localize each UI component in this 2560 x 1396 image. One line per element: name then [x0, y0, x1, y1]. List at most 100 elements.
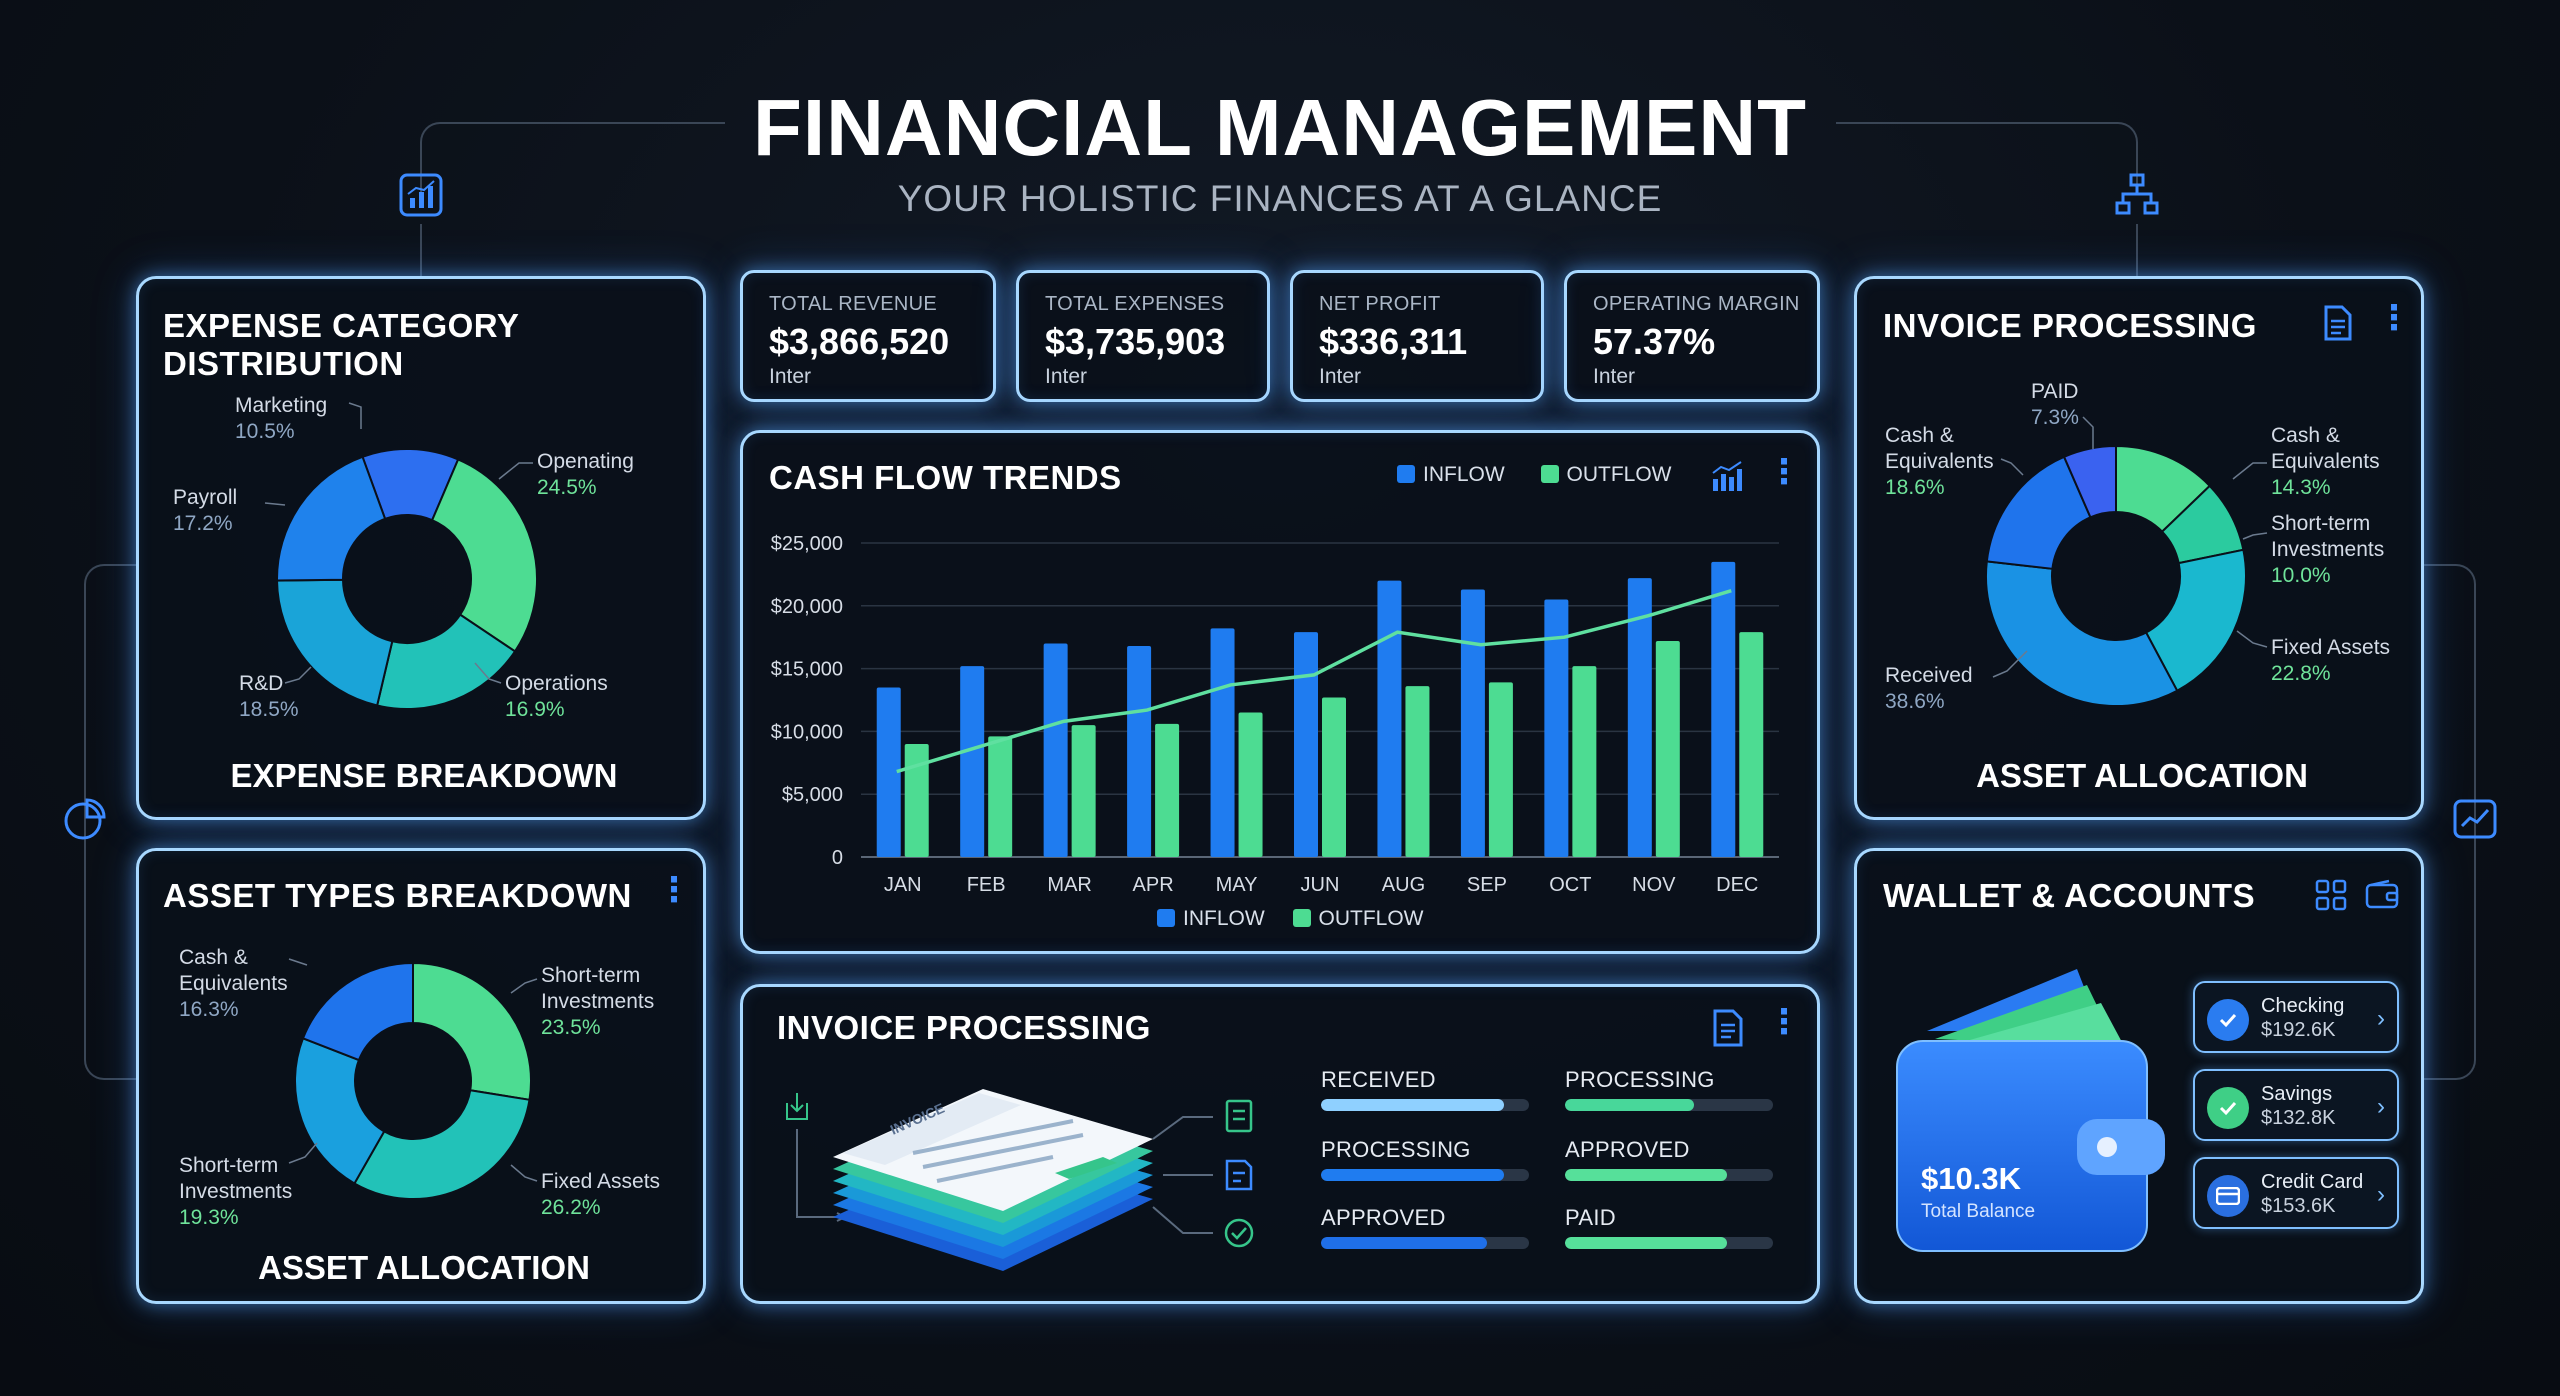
y-tick-label: $10,000 [771, 721, 843, 743]
invoice-label-cash-left: Cash & Equivalents 18.6% [1885, 424, 1994, 499]
check-icon [2207, 1087, 2249, 1129]
status-paid-bar [1565, 1237, 1773, 1249]
status-paid-fill [1565, 1237, 1728, 1249]
status-approved-fill [1565, 1169, 1728, 1181]
kpi-operating-margin: OPERATING MARGIN 57.37% Inter [1564, 270, 1820, 402]
x-tick-label: JAN [884, 874, 922, 896]
credit-card-icon [2207, 1175, 2249, 1217]
x-tick-label: FEB [967, 874, 1006, 896]
chart-type-icon[interactable] [1709, 459, 1745, 495]
bar-chart-icon [398, 172, 444, 218]
status-processing-2-bar [1321, 1169, 1529, 1181]
status-received-fill [1321, 1099, 1505, 1111]
wallet-icon[interactable] [2365, 879, 2399, 911]
pie-chart-icon [62, 796, 108, 842]
x-tick-label: JUN [1301, 874, 1340, 896]
status-received-bar [1321, 1099, 1529, 1111]
y-tick-label: 0 [832, 847, 843, 869]
org-chart-icon [2114, 172, 2160, 218]
bar-outflow-aug [1405, 686, 1430, 857]
legend-outflow-label: OUTFLOW [1566, 463, 1672, 486]
kpi-value: $3,866,520 [769, 321, 950, 362]
kpi-sub: Inter [1045, 365, 1088, 388]
bar-inflow-may [1210, 628, 1235, 857]
x-tick-label: SEP [1467, 874, 1507, 896]
invoice-right-panel: INVOICE PROCESSING ⋮ PAID 7.3% Cash & Equi… [1854, 276, 2424, 820]
cashflow-title: CASH FLOW TRENDS [769, 459, 1122, 496]
bar-inflow-jun [1294, 632, 1318, 857]
grid-icon[interactable] [2315, 879, 2347, 911]
bar-inflow-mar [1043, 643, 1068, 857]
invoice-right-footer: ASSET ALLOCATION [1976, 757, 2308, 794]
kpi-sub: Inter [769, 365, 812, 388]
legend-inflow-swatch [1397, 465, 1415, 483]
invoice-center-menu-icon[interactable]: ⋮ [1767, 1003, 1801, 1041]
kpi-net-profit: NET PROFIT $336,311 Inter [1290, 270, 1544, 402]
expense-donut-slice-3 [275, 578, 394, 707]
legend-inflow-label: INFLOW [1423, 463, 1505, 486]
asset-label-cash: Cash & Equivalents 16.3% [179, 946, 288, 1021]
expense-label-payroll: Payroll 17.2% [173, 486, 238, 535]
cashflow-panel: CASH FLOW TRENDS INFLOW OUTFLOW ⋮ 0 $5,00… [740, 430, 1820, 954]
account-savings[interactable]: Savings $132.8K › [2193, 1069, 2399, 1141]
bar-inflow-nov [1627, 578, 1652, 857]
page-title: FINANCIAL MANAGEMENT [752, 83, 1808, 172]
status-approved-2-bar [1321, 1237, 1529, 1249]
kpi-value: $3,735,903 [1045, 321, 1226, 362]
account-amount: $192.6K [2261, 1019, 2336, 1041]
check-icon [2207, 999, 2249, 1041]
asset-types-panel: ASSET TYPES BREAKDOWN ⋮ Cash & Equivalent… [136, 848, 706, 1304]
status-processing-label: PROCESSING [1565, 1067, 1715, 1092]
asset-label-fixed: Fixed Assets 26.2% [541, 1170, 661, 1219]
wallet-panel: WALLET & ACCOUNTS $10.3K Total Balance C… [1854, 848, 2424, 1304]
x-tick-label: APR [1133, 874, 1174, 896]
connector-top-right [1836, 122, 2138, 194]
status-processing-2-fill [1321, 1169, 1505, 1181]
x-tick-label: MAR [1047, 874, 1091, 896]
document-icon[interactable] [1711, 1009, 1745, 1047]
asset-label-short-term-2: Short-term Investments 19.3% [179, 1154, 293, 1229]
asset-types-donut-slice-3 [301, 961, 414, 1062]
asset-types-donut [294, 961, 532, 1200]
x-tick-label: MAY [1216, 874, 1258, 896]
asset-types-donut-slice-1 [353, 1089, 531, 1200]
kpi-label: OPERATING MARGIN [1593, 293, 1800, 315]
account-credit-card[interactable]: Credit Card $153.6K › [2193, 1157, 2399, 1229]
chevron-right-icon: › [2377, 1181, 2385, 1208]
invoice-stack-illustration: INVOICE [786, 1089, 1254, 1271]
invoice-right-donut [1985, 445, 2247, 707]
account-checking[interactable]: Checking $192.6K › [2193, 981, 2399, 1053]
account-amount: $132.8K [2261, 1107, 2336, 1129]
status-processing-bar [1565, 1099, 1773, 1111]
kpi-sub: Inter [1593, 365, 1636, 388]
bar-inflow-sep [1460, 589, 1485, 857]
expense-leader-lines [264, 402, 533, 684]
invoice-document-icon[interactable] [2323, 305, 2353, 341]
x-tick-label: AUG [1382, 874, 1425, 896]
kpi-value: 57.37% [1593, 321, 1716, 362]
expense-donut-slice-4 [276, 455, 387, 582]
status-approved-2-label: APPROVED [1321, 1205, 1446, 1230]
bar-outflow-may [1238, 712, 1263, 857]
expense-label-operations: Operations 16.9% [505, 672, 608, 721]
legend-outflow-swatch [1540, 465, 1559, 483]
cashflow-legend-bottom: INFLOW OUTFLOW [1157, 907, 1424, 931]
invoice-label-fixed: Fixed Assets 22.8% [2271, 636, 2391, 685]
bar-outflow-nov [1655, 640, 1680, 857]
bar-inflow-jan [876, 687, 901, 857]
kpi-value: $336,311 [1319, 321, 1468, 362]
bar-outflow-dec [1739, 632, 1764, 857]
account-amount: $153.6K [2261, 1195, 2336, 1217]
invoice-label-short-term: Short-term Investments 10.0% [2271, 512, 2385, 587]
kpi-label: TOTAL REVENUE [769, 293, 938, 315]
bar-inflow-aug [1377, 580, 1402, 857]
wallet-title: WALLET & ACCOUNTS [1883, 877, 2256, 914]
chevron-right-icon: › [2377, 1093, 2385, 1120]
invoice-donut-slice-2 [2144, 548, 2247, 693]
invoice-label-paid: PAID 7.3% [2031, 380, 2079, 429]
x-tick-label: DEC [1716, 874, 1758, 896]
connector-top-left-down [420, 224, 422, 276]
bar-outflow-sep [1488, 682, 1513, 857]
kpi-label: NET PROFIT [1319, 293, 1441, 315]
bar-outflow-oct [1572, 666, 1597, 857]
